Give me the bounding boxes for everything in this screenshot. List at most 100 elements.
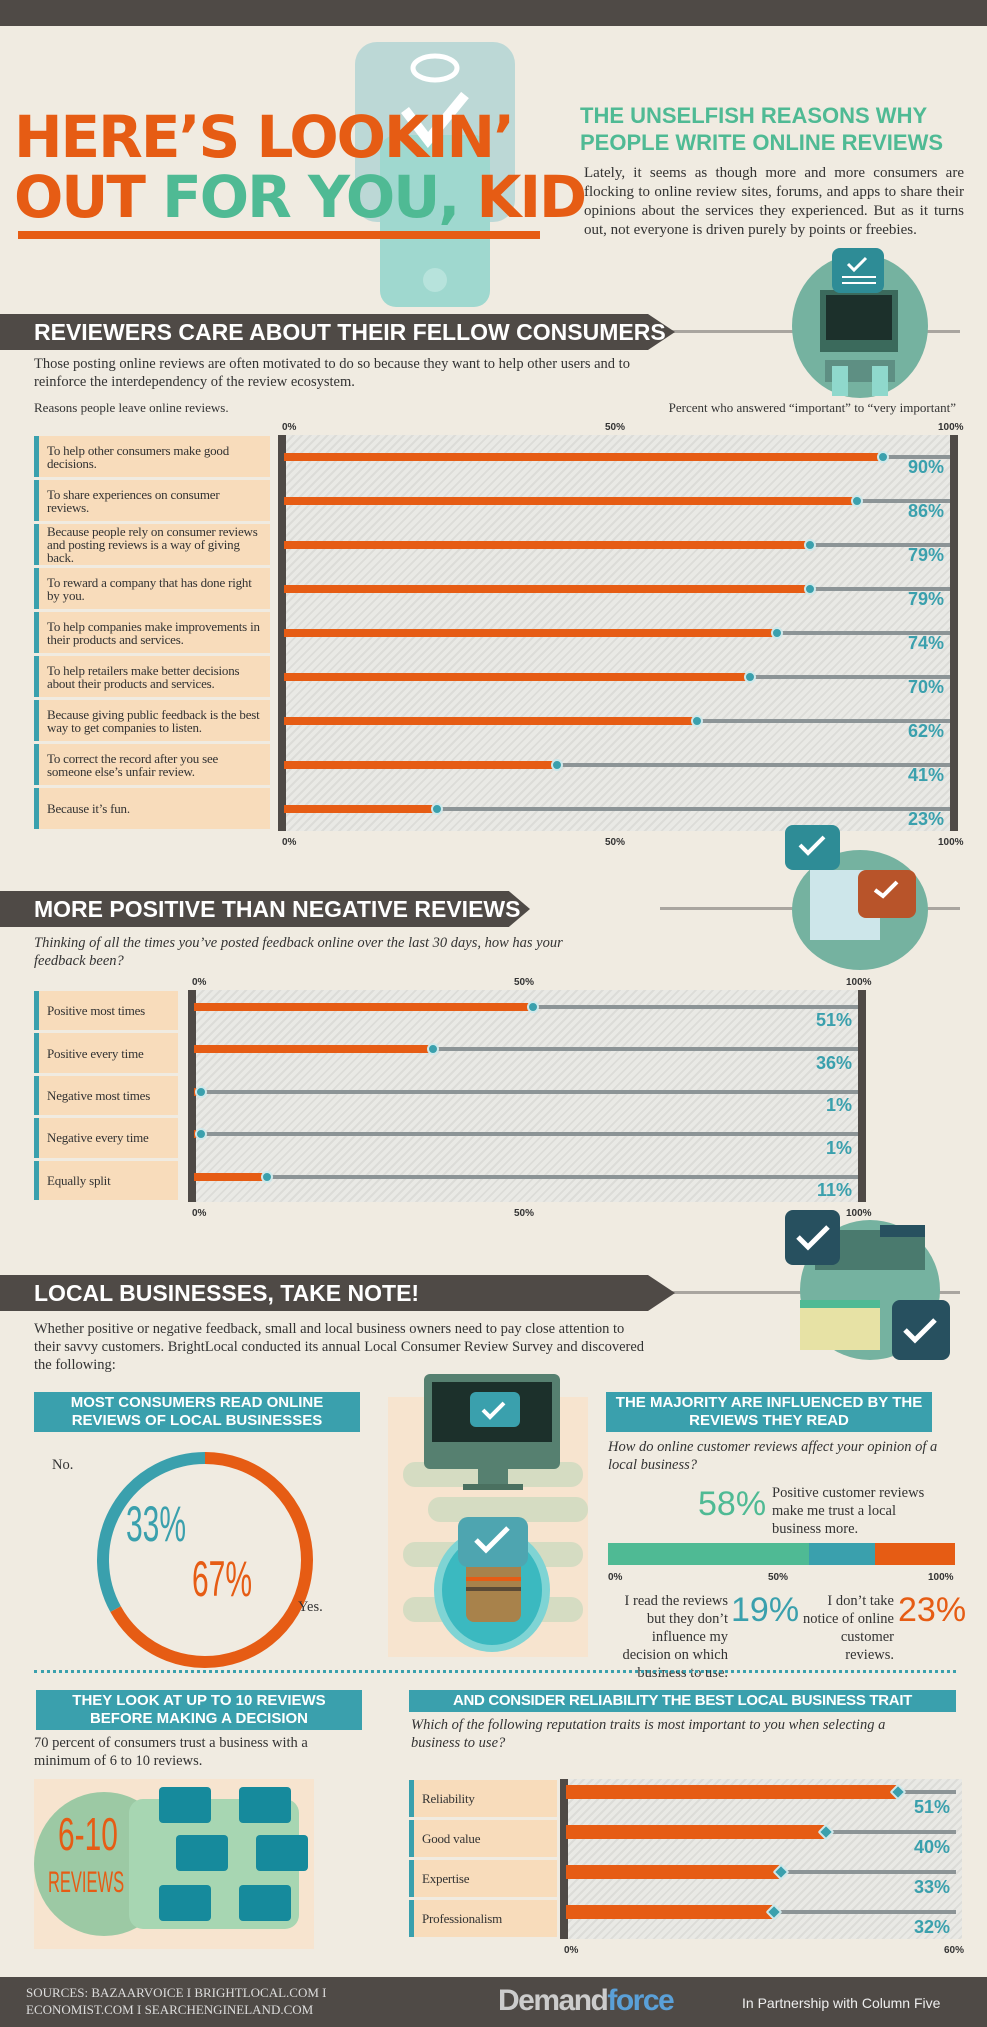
axis-tick-top: 100% — [938, 422, 964, 433]
computer-illustration — [792, 248, 928, 398]
bar — [284, 673, 751, 681]
phone-illustration — [355, 42, 515, 307]
intro-text: Lately, it seems as though more and more… — [584, 165, 964, 238]
value-label: 36% — [815, 1052, 852, 1073]
yes-percent: 67% — [192, 1551, 253, 1607]
stack-segment — [809, 1543, 876, 1565]
section3-text: Whether positive or negative feedback, s… — [34, 1321, 645, 1373]
partner-text: In Partnership with Column Five — [742, 1995, 941, 2011]
category-label: Because people rely on consumer reviews … — [34, 524, 270, 565]
ignore-influence-percent: 19% — [731, 1591, 800, 1629]
bar-marker — [526, 1001, 539, 1013]
value-label: 86% — [907, 501, 944, 521]
axis-right — [858, 990, 866, 1202]
bar-track — [194, 1047, 858, 1052]
value-label: 32% — [913, 1917, 950, 1937]
subtitle: THE UNSELFISH REASONS WHY PEOPLE WRITE O… — [580, 103, 944, 155]
bar-marker — [850, 495, 863, 507]
bar — [284, 497, 857, 505]
bar-track — [284, 763, 950, 767]
badge-word: REVIEWS — [48, 1866, 125, 1899]
badge-number: 6-10 — [58, 1808, 118, 1860]
bar — [284, 761, 558, 769]
category-label: To help companies make improvements in t… — [34, 612, 270, 653]
value-label: 62% — [907, 721, 944, 741]
axis-tick-bottom: 50% — [514, 1208, 535, 1219]
bar-marker — [551, 759, 564, 771]
logo-force: force — [607, 1984, 674, 2017]
axis-left — [278, 435, 286, 831]
axis-tick-bottom: 0% — [282, 837, 297, 848]
bar-marker — [690, 715, 703, 727]
section3-heading: LOCAL BUSINESSES, TAKE NOTE! — [0, 1275, 675, 1311]
bar-marker — [194, 1085, 207, 1098]
divider — [34, 1670, 956, 1673]
title-line-1: HERE’S LOOKIN’ — [14, 103, 515, 171]
bar-track — [194, 1174, 858, 1179]
category-label: Negative most times — [34, 1075, 178, 1116]
bar — [194, 1172, 268, 1181]
panel2-heading: THE MAJORITY ARE INFLUENCED BY THE REVIE… — [606, 1392, 932, 1432]
footer — [0, 1977, 987, 2027]
reviews-bubbles-illustration — [34, 1779, 314, 1949]
donut-slice-yes — [110, 1452, 313, 1668]
tick-0: 0% — [608, 1572, 623, 1583]
title-for-you: FOR YOU, — [162, 163, 477, 231]
bar-marker — [427, 1043, 440, 1056]
panel3-heading: THEY LOOK AT UP TO 10 REVIEWS BEFORE MAK… — [36, 1690, 362, 1730]
bar — [566, 1825, 826, 1839]
value-label: 1% — [825, 1095, 852, 1116]
axis-tick-top: 50% — [605, 422, 626, 433]
influence-stacked-bar — [608, 1543, 955, 1565]
no-label: No. — [52, 1457, 74, 1473]
category-label: Positive every time — [34, 1033, 178, 1073]
bar-track — [284, 807, 950, 811]
bar-marker — [804, 583, 817, 595]
bar — [284, 585, 811, 593]
axis-tick-bottom: 0% — [192, 1208, 207, 1219]
bar — [566, 1865, 781, 1879]
axis-tick-top: 0% — [192, 977, 207, 988]
read-reviews-donut — [97, 1452, 313, 1668]
bar — [194, 1003, 533, 1011]
tick-100: 100% — [928, 1572, 954, 1583]
axis-left — [560, 1779, 568, 1939]
bar — [566, 1785, 898, 1799]
monitor-burger-illustration — [388, 1374, 588, 1657]
category-label: Because giving public feedback is the be… — [34, 700, 270, 741]
bar — [284, 717, 697, 725]
no-notice-text: I don’t take notice of online customer r… — [802, 1593, 894, 1663]
panel4-question: Which of the following reputation traits… — [411, 1717, 886, 1751]
axis-tick-top: 100% — [846, 977, 872, 988]
axis-tick-bottom: 100% — [846, 1208, 872, 1219]
no-notice-percent: 23% — [898, 1591, 967, 1629]
demandforce-logo: Demandforce — [498, 1984, 675, 2018]
bar-marker — [877, 451, 890, 463]
bar-marker — [770, 627, 783, 639]
panel1-heading: MOST CONSUMERS READ ONLINE REVIEWS OF LO… — [34, 1392, 360, 1432]
no-percent: 33% — [126, 1496, 187, 1552]
axis-tick-bottom: 100% — [938, 837, 964, 848]
title-underline — [18, 231, 540, 239]
value-label: 51% — [913, 1797, 950, 1817]
bar-marker — [261, 1170, 274, 1183]
axis-left — [188, 990, 196, 1202]
chart-background — [194, 990, 864, 1202]
bar-marker — [431, 803, 444, 815]
axis-right — [950, 435, 958, 831]
title-out: OUT — [14, 163, 163, 231]
bar-track — [194, 1132, 858, 1137]
stack-segment — [608, 1543, 810, 1565]
positive-percent: 58% — [698, 1485, 767, 1523]
chart1-left-caption: Reasons people leave online reviews. — [34, 400, 229, 415]
value-label: 74% — [907, 633, 944, 653]
section2-question: Thinking of all the times you’ve posted … — [34, 935, 563, 969]
bar — [194, 1045, 434, 1054]
donut-slice-no — [97, 1452, 206, 1613]
category-label: Good value — [409, 1820, 557, 1857]
value-label: 33% — [913, 1877, 950, 1897]
category-label: Professionalism — [409, 1900, 557, 1937]
value-label: 51% — [815, 1010, 852, 1031]
top-bar — [0, 0, 987, 26]
axis-tick-bottom: 60% — [944, 1945, 965, 1956]
